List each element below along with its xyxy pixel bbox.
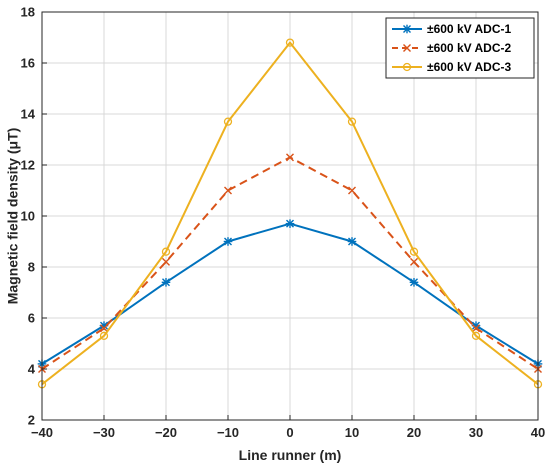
x-tick-label: 20 <box>407 425 421 440</box>
y-tick-label: 8 <box>28 260 35 275</box>
y-tick-label: 2 <box>28 413 35 428</box>
axis-ticks: −40 −30 −20 −10 0 10 20 30 40 2 4 6 8 10 12 14 16 18 <box>21 5 546 441</box>
x-tick-label: −40 <box>31 425 53 440</box>
x-tick-label: 30 <box>469 425 483 440</box>
y-tick-label: 16 <box>21 56 35 71</box>
series-2-point <box>286 153 294 162</box>
y-tick-label: 10 <box>21 209 35 224</box>
y-tick-label: 6 <box>28 311 35 326</box>
x-tick-label: −10 <box>217 425 239 440</box>
series-2-point <box>472 324 480 333</box>
legend-swatch-marker <box>402 24 412 34</box>
series-3-point <box>285 38 295 47</box>
series-3-point <box>471 331 481 341</box>
legend-item: ±600 kV ADC-3 <box>392 60 512 74</box>
legend-item: ±600 kV ADC-2 <box>392 41 512 55</box>
series-3-point <box>409 247 419 256</box>
y-tick-label: 4 <box>28 362 36 377</box>
legend-item: ±600 kV ADC-1 <box>392 22 512 36</box>
x-tick-label: 10 <box>345 425 359 440</box>
legend-label: ±600 kV ADC-2 <box>427 41 512 55</box>
series-3 <box>37 38 543 389</box>
x-tick-label: 40 <box>531 425 545 440</box>
series-3-point <box>223 117 233 126</box>
series-2-point <box>410 257 418 266</box>
y-tick-label: 12 <box>21 158 35 173</box>
legend-swatch-marker <box>402 62 412 72</box>
legend-swatch-marker <box>403 44 411 52</box>
series-1-point <box>223 237 233 246</box>
x-tick-label: −30 <box>93 425 115 440</box>
series-1-point <box>347 237 357 246</box>
series-1-point <box>161 278 171 287</box>
series-1-point <box>409 278 419 287</box>
legend-label: ±600 kV ADC-3 <box>427 60 512 74</box>
series-3-point <box>161 247 171 256</box>
x-tick-label: 0 <box>286 425 293 440</box>
series-2-point <box>348 186 356 195</box>
series-3-line <box>41 41 539 386</box>
series-2-point <box>162 257 170 266</box>
series-3-point <box>99 331 109 341</box>
x-axis-label: Line runner (m) <box>239 447 342 463</box>
legend-label: ±600 kV ADC-1 <box>427 22 512 36</box>
series-2-point <box>224 186 232 195</box>
x-tick-label: −20 <box>155 425 177 440</box>
y-tick-label: 14 <box>21 107 36 122</box>
series-3-point <box>347 117 357 126</box>
series-2-point <box>100 324 108 333</box>
y-tick-label: 18 <box>21 5 35 20</box>
series-lines <box>37 38 543 389</box>
legend: ±600 kV ADC-1 ±600 kV ADC-2 ±600 kV ADC-3 <box>385 17 535 79</box>
series-1-point <box>285 219 295 228</box>
y-axis-label: Magnetic field density (μT) <box>5 128 21 305</box>
